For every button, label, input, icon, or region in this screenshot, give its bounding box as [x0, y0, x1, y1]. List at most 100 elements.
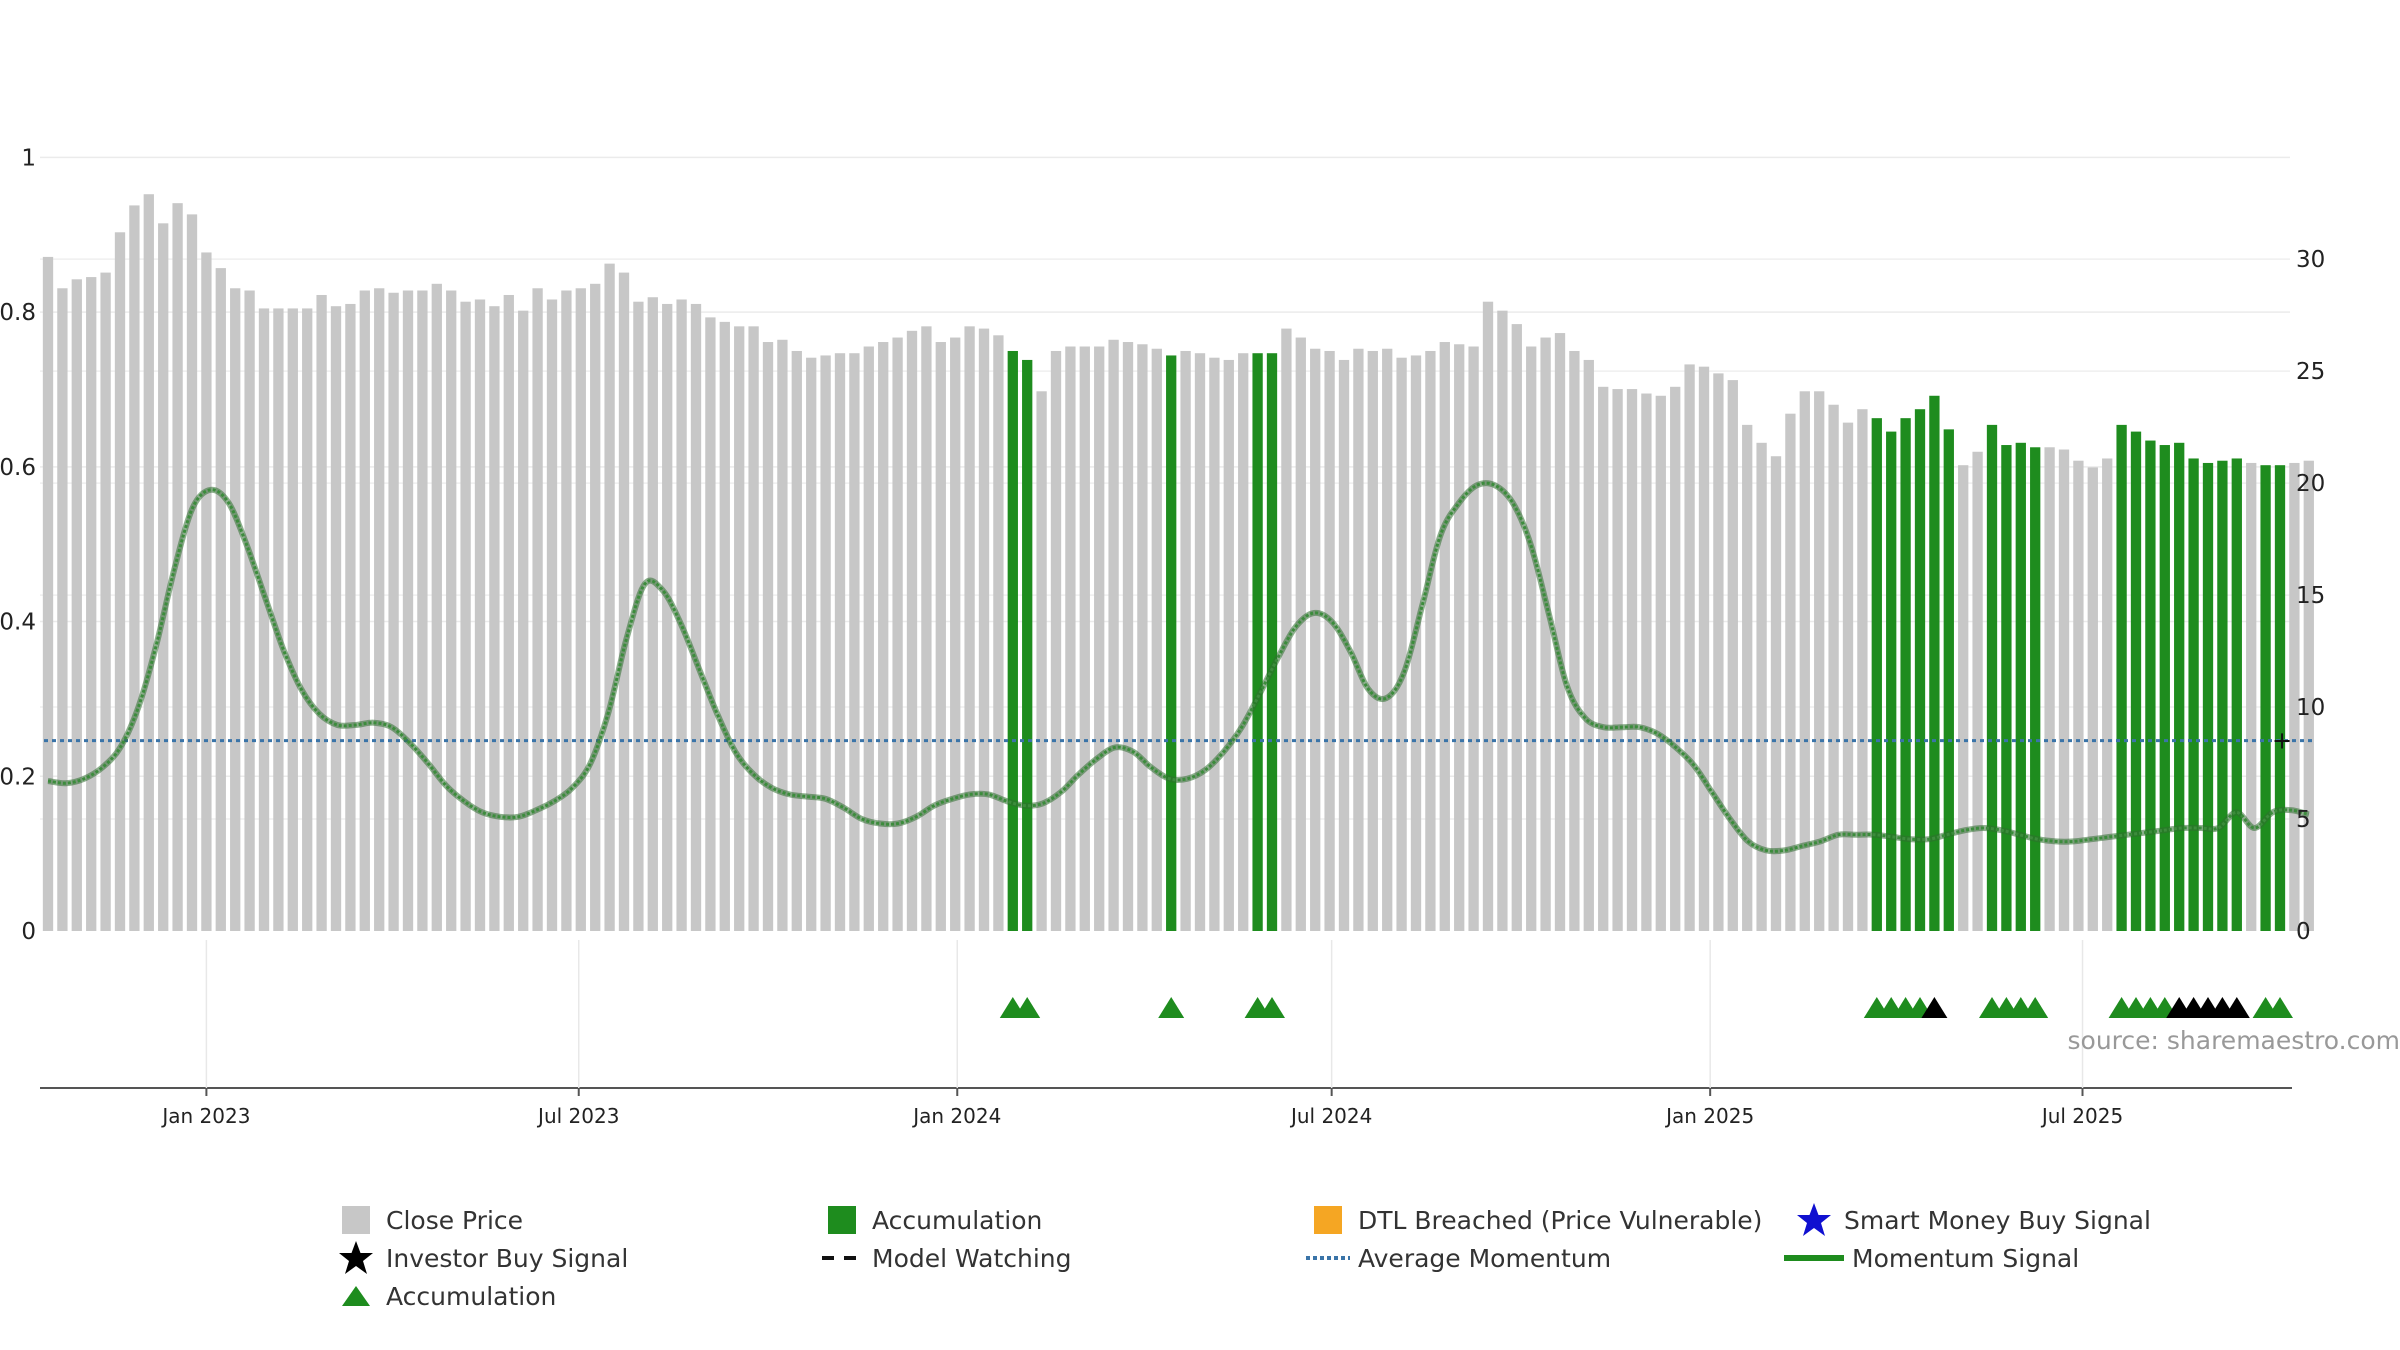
close-price-bar [129, 205, 140, 931]
close-price-bar [431, 283, 442, 931]
close-price-bar [690, 303, 702, 931]
momentum-signal-shadow [47, 480, 2310, 855]
legend-item: Close Price [332, 1202, 523, 1238]
close-price-bar [734, 326, 745, 931]
close-price-bar [1468, 346, 1479, 931]
close-price-bar [2058, 449, 2070, 931]
close-price-bar [1497, 310, 1508, 932]
close-price-bar [374, 288, 385, 931]
close-price-bars [42, 194, 2314, 932]
right-axis-tick: 0 [2296, 919, 2311, 945]
close-price-bar [1324, 350, 1335, 931]
accumulation-triangle [2267, 997, 2293, 1018]
close-price-bar [1410, 355, 1422, 931]
accumulation-bar [2202, 462, 2214, 931]
close-price-bar [1295, 337, 1306, 932]
close-price-bar [114, 232, 126, 932]
close-price-bar [1425, 350, 1436, 931]
left-axis-ticks: 0 0.2 0.4 0.6 0.8 1 [0, 145, 36, 945]
left-axis-tick: 0.2 [0, 764, 36, 790]
close-price-bar [590, 283, 601, 931]
close-price-bar [1223, 359, 1234, 931]
accumulation-bar [2188, 458, 2199, 931]
close-price-bar [676, 299, 687, 932]
orange-square-icon [1304, 1202, 1352, 1238]
accumulation-bar [2130, 431, 2142, 931]
close-price-bar [1742, 424, 1753, 931]
left-axis-tick: 0.4 [0, 610, 36, 636]
close-price-bar [1382, 348, 1393, 932]
investor-buy-marker [2223, 997, 2250, 1018]
close-price-bar [1641, 393, 1652, 931]
close-price-bar [777, 339, 788, 932]
accumulation-bar [1929, 395, 1940, 932]
accumulation-bar [1266, 353, 1278, 931]
close-price-bar [417, 290, 428, 932]
momentum-signal [47, 481, 2310, 853]
close-price-bar [647, 297, 658, 931]
accumulation-bar [1022, 359, 1033, 931]
close-price-bar [1540, 337, 1551, 932]
close-price-bar [57, 288, 68, 931]
close-price-bar [1353, 348, 1364, 932]
close-price-bar [1065, 346, 1076, 931]
accumulation-bar [2159, 445, 2170, 931]
close-price-bar [158, 223, 169, 932]
accumulation-bar [1914, 409, 1926, 931]
close-price-bar [1036, 391, 1047, 931]
close-price-bar [1857, 409, 1868, 931]
accumulation-bar [1166, 355, 1177, 931]
right-axis-tick: 15 [2296, 583, 2325, 609]
accumulation-bar [2274, 465, 2286, 931]
close-price-bar [1151, 348, 1162, 932]
close-price-bar [388, 292, 399, 931]
close-price-bar [820, 355, 831, 931]
right-axis-tick: 5 [2296, 807, 2311, 833]
close-price-bar [244, 290, 255, 932]
close-price-bar [1684, 364, 1695, 931]
accumulation-bar [1900, 418, 1911, 931]
close-price-bar [2044, 447, 2055, 931]
close-price-bar [1367, 350, 1378, 931]
close-price-bar [86, 277, 97, 931]
legend-item: Accumulation [332, 1278, 556, 1314]
close-price-bar [1655, 395, 1666, 932]
accumulation-bar [2030, 447, 2041, 931]
close-price-bar [474, 299, 486, 932]
green-triangle-icon [332, 1278, 380, 1314]
close-price-bar [287, 308, 298, 931]
momentum-signal-line [47, 480, 2310, 855]
close-price-bar [2289, 462, 2300, 931]
x-axis-tick: Jan 2025 [1664, 1104, 1754, 1128]
close-price-bar [748, 326, 759, 931]
accumulation-bar [2174, 442, 2185, 931]
close-price-bar [316, 294, 327, 931]
accumulation-bar [1871, 418, 1882, 931]
close-price-bar [1785, 413, 1796, 931]
close-price-bar [993, 335, 1004, 931]
close-price-bar [503, 294, 514, 931]
close-price-bar [1756, 442, 1767, 931]
signal-markers [999, 997, 2293, 1018]
x-axis-tick: Jan 2023 [160, 1104, 250, 1128]
close-price-bar [762, 342, 774, 931]
close-price-bar [1511, 324, 1522, 931]
legend-label: Accumulation [386, 1281, 557, 1311]
blue-dotted-icon [1304, 1240, 1352, 1276]
close-price-bar [71, 279, 82, 931]
close-price-bar [1958, 465, 1969, 931]
close-price-bar [978, 328, 990, 932]
gray-square-icon [332, 1202, 380, 1238]
close-price-bar [906, 330, 918, 931]
close-price-bar [518, 310, 529, 932]
right-axis-tick: 30 [2296, 247, 2325, 273]
accumulation-bar [2001, 445, 2012, 931]
close-price-bar [863, 346, 874, 931]
average-momentum-line: + [44, 727, 2315, 755]
x-axis-tick: Jul 2025 [2040, 1104, 2123, 1128]
close-price-bar [1310, 348, 1321, 932]
close-price-bar [1972, 451, 1983, 931]
close-price-bar [186, 214, 198, 932]
right-axis-tick: 25 [2296, 359, 2325, 385]
model-watching-marker: + [2272, 727, 2292, 755]
